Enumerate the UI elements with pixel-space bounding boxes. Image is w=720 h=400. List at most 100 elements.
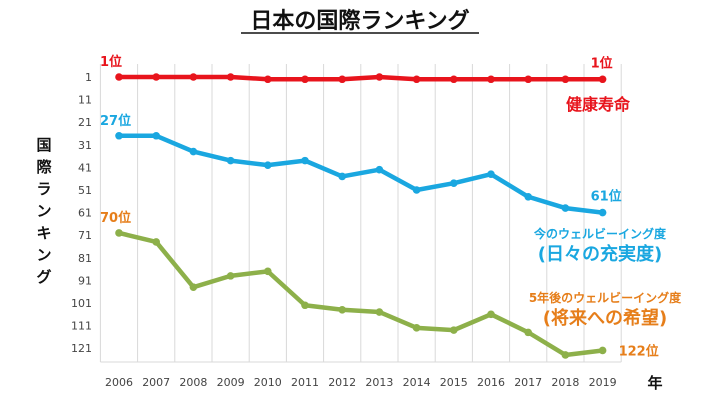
data-point <box>226 73 235 81</box>
y-tick-label: 1 <box>85 71 92 84</box>
x-tick-label: 2014 <box>403 376 431 389</box>
y-tick-label: 41 <box>78 161 92 174</box>
y-axis-label-char: キ <box>36 224 51 242</box>
series-0 <box>115 73 607 84</box>
data-point <box>152 238 160 246</box>
data-point <box>487 170 495 178</box>
x-tick-label: 2015 <box>440 376 468 389</box>
data-point <box>226 156 235 165</box>
data-point <box>487 75 495 84</box>
data-point <box>524 328 532 337</box>
data-point <box>412 186 421 194</box>
data-point <box>375 165 384 174</box>
x-tick-labels: 2006 2007 2008 2009 2010 2011 2012 2013 2014 2015… <box>105 376 617 389</box>
x-axis-label: 年 <box>647 374 662 392</box>
start-label: 70位 <box>100 210 131 226</box>
data-point <box>338 172 347 181</box>
y-tick-label: 51 <box>78 184 92 197</box>
data-point <box>598 208 607 217</box>
data-point <box>561 75 570 84</box>
data-point <box>115 229 123 237</box>
data-point <box>524 192 532 201</box>
y-tick-label: 111 <box>71 320 92 333</box>
y-tick-label: 101 <box>71 297 92 310</box>
data-point <box>189 283 198 291</box>
x-tick-label: 2019 <box>589 376 617 389</box>
series-2 <box>115 229 607 359</box>
y-axis-label: 国際ランキング <box>36 136 52 286</box>
data-point <box>338 305 347 314</box>
y-tick-label: 11 <box>78 94 92 107</box>
series-name-label: 5年後のウェルビーイング度 <box>529 290 682 305</box>
y-axis-label-char: ン <box>36 202 51 220</box>
x-tick-label: 2017 <box>514 376 542 389</box>
data-point <box>487 310 495 319</box>
chart-title: 日本の国際ランキング <box>250 8 469 34</box>
data-point <box>301 75 309 84</box>
x-tick-label: 2018 <box>551 376 579 389</box>
start-label: 1位 <box>100 54 122 70</box>
y-tick-label: 31 <box>78 139 92 152</box>
y-axis-label-char: 国 <box>36 136 51 154</box>
end-label: 1位 <box>591 55 613 71</box>
series-name-label: 今のウェルビーイング度 <box>533 226 667 241</box>
series-name-label: (日々の充実度) <box>538 243 662 265</box>
x-tick-label: 2007 <box>142 376 170 389</box>
y-tick-label: 121 <box>71 342 92 355</box>
y-tick-label: 61 <box>78 207 92 220</box>
series-1 <box>115 131 607 217</box>
data-point <box>450 326 458 334</box>
data-point <box>412 324 421 332</box>
y-axis-label-char: 際 <box>36 158 52 176</box>
data-point <box>301 301 309 310</box>
data-point <box>264 267 272 276</box>
data-point <box>338 75 347 84</box>
data-point <box>226 272 235 280</box>
x-tick-label: 2011 <box>291 376 319 389</box>
end-label: 122位 <box>619 343 659 359</box>
data-point <box>561 351 570 359</box>
data-point <box>561 204 570 212</box>
data-point <box>412 75 421 84</box>
data-point <box>189 73 198 81</box>
y-axis-label-char: ン <box>36 246 51 264</box>
series-name-label: (将来への希望) <box>543 307 667 329</box>
x-tick-label: 2009 <box>217 376 245 389</box>
data-point <box>524 75 532 84</box>
x-tick-label: 2012 <box>328 376 356 389</box>
x-tick-label: 2016 <box>477 376 505 389</box>
series-name-label: 健康寿命 <box>566 95 631 114</box>
data-point <box>598 346 607 355</box>
data-point <box>598 75 607 84</box>
x-tick-label: 2008 <box>179 376 207 389</box>
data-point <box>264 75 272 84</box>
data-point <box>450 75 458 84</box>
data-point <box>264 161 272 169</box>
data-point <box>375 308 384 316</box>
x-tick-label: 2013 <box>365 376 393 389</box>
data-point <box>301 156 309 165</box>
data-point <box>115 73 123 81</box>
x-tick-label: 2006 <box>105 376 133 389</box>
y-tick-label: 71 <box>78 229 92 242</box>
data-point <box>115 131 123 140</box>
gridlines <box>99 64 622 363</box>
series-line <box>116 74 605 82</box>
data-point <box>450 179 458 188</box>
data-point <box>375 73 384 81</box>
data-point <box>152 131 160 140</box>
end-label: 61位 <box>591 189 622 205</box>
y-tick-label: 21 <box>78 116 92 129</box>
series-line <box>116 133 605 215</box>
data-point <box>152 73 160 81</box>
y-axis-label-char: グ <box>36 268 51 286</box>
y-tick-label: 81 <box>78 252 92 265</box>
y-axis-label-char: ラ <box>36 180 51 198</box>
y-tick-label: 91 <box>78 274 92 287</box>
series-line <box>116 230 605 358</box>
data-point <box>189 147 198 156</box>
x-tick-label: 2010 <box>254 376 282 389</box>
